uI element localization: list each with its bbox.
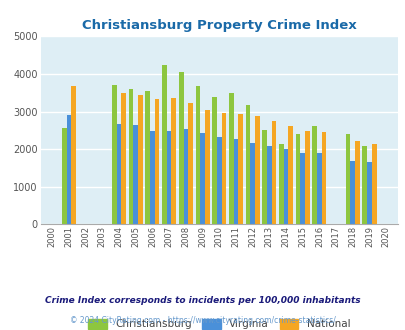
Bar <box>216 137 221 224</box>
Bar <box>254 116 259 224</box>
Bar <box>366 162 371 224</box>
Bar <box>71 86 76 224</box>
Bar <box>354 141 359 224</box>
Bar <box>228 93 233 224</box>
Bar <box>238 114 242 224</box>
Title: Christiansburg Property Crime Index: Christiansburg Property Crime Index <box>82 19 356 32</box>
Bar <box>249 143 254 224</box>
Bar <box>266 146 271 224</box>
Bar <box>311 126 316 224</box>
Bar <box>121 93 126 224</box>
Bar <box>205 110 209 224</box>
Bar <box>150 131 154 224</box>
Bar <box>300 153 304 224</box>
Bar <box>200 133 205 224</box>
Text: © 2024 CityRating.com - https://www.cityrating.com/crime-statistics/: © 2024 CityRating.com - https://www.city… <box>70 316 335 325</box>
Bar <box>188 103 192 224</box>
Legend: Christiansburg, Virginia, National: Christiansburg, Virginia, National <box>85 316 352 330</box>
Bar <box>278 144 283 224</box>
Bar <box>371 144 375 224</box>
Bar <box>138 95 143 224</box>
Bar <box>245 105 249 224</box>
Bar <box>62 128 66 224</box>
Bar <box>162 65 166 224</box>
Bar <box>304 131 309 224</box>
Text: Crime Index corresponds to incidents per 100,000 inhabitants: Crime Index corresponds to incidents per… <box>45 296 360 305</box>
Bar <box>112 85 117 224</box>
Bar <box>66 115 71 224</box>
Bar <box>362 146 366 224</box>
Bar <box>166 131 171 224</box>
Bar <box>133 125 138 224</box>
Bar <box>271 121 276 224</box>
Bar <box>195 86 200 224</box>
Bar <box>233 139 238 224</box>
Bar <box>178 72 183 224</box>
Bar <box>154 99 159 224</box>
Bar <box>288 126 292 224</box>
Bar <box>350 161 354 224</box>
Bar <box>262 130 266 224</box>
Bar <box>316 152 321 224</box>
Bar <box>321 132 326 224</box>
Bar <box>283 149 288 224</box>
Bar <box>171 98 176 224</box>
Bar <box>345 135 350 224</box>
Bar <box>145 91 150 224</box>
Bar <box>212 97 216 224</box>
Bar <box>295 134 300 224</box>
Bar <box>128 89 133 224</box>
Bar <box>117 124 121 224</box>
Bar <box>221 113 226 224</box>
Bar <box>183 129 188 224</box>
